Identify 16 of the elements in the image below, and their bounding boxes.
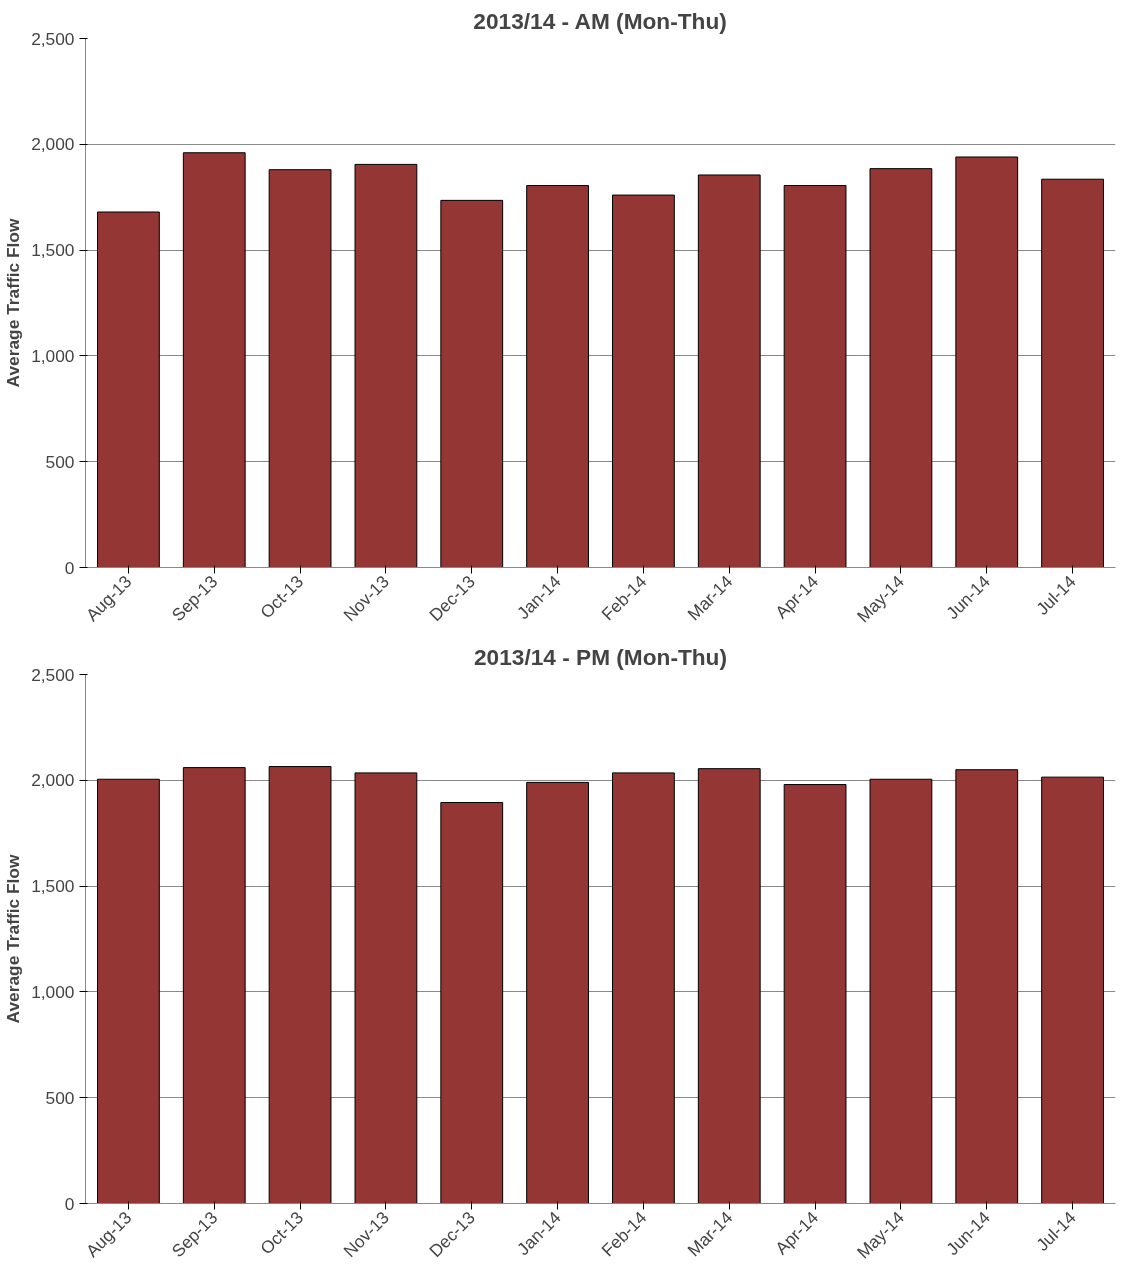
y-tick-label: 1,000 [31,345,75,366]
y-tick-label: 2,000 [31,134,75,155]
y-tick-label: 500 [45,451,75,472]
y-tick-label: 1,000 [31,981,75,1002]
y-tick-label: 2,500 [31,664,75,685]
y-tick-label: 2,000 [31,770,75,791]
y-tick-label: 1,500 [31,240,75,261]
y-tick-label: 500 [45,1087,75,1108]
y-tick-label: 2,500 [31,28,75,49]
y-axis-title: Average Traffic Flow [3,854,24,1024]
y-tick-label: 0 [64,1193,75,1214]
chart-title: 2013/14 - PM (Mon-Thu) [473,643,728,670]
y-axis-title: Average Traffic Flow [3,218,24,388]
y-tick-label: 0 [64,557,75,578]
y-tick-label: 1,500 [31,876,75,897]
chart-title: 2013/14 - AM (Mon-Thu) [473,7,727,34]
